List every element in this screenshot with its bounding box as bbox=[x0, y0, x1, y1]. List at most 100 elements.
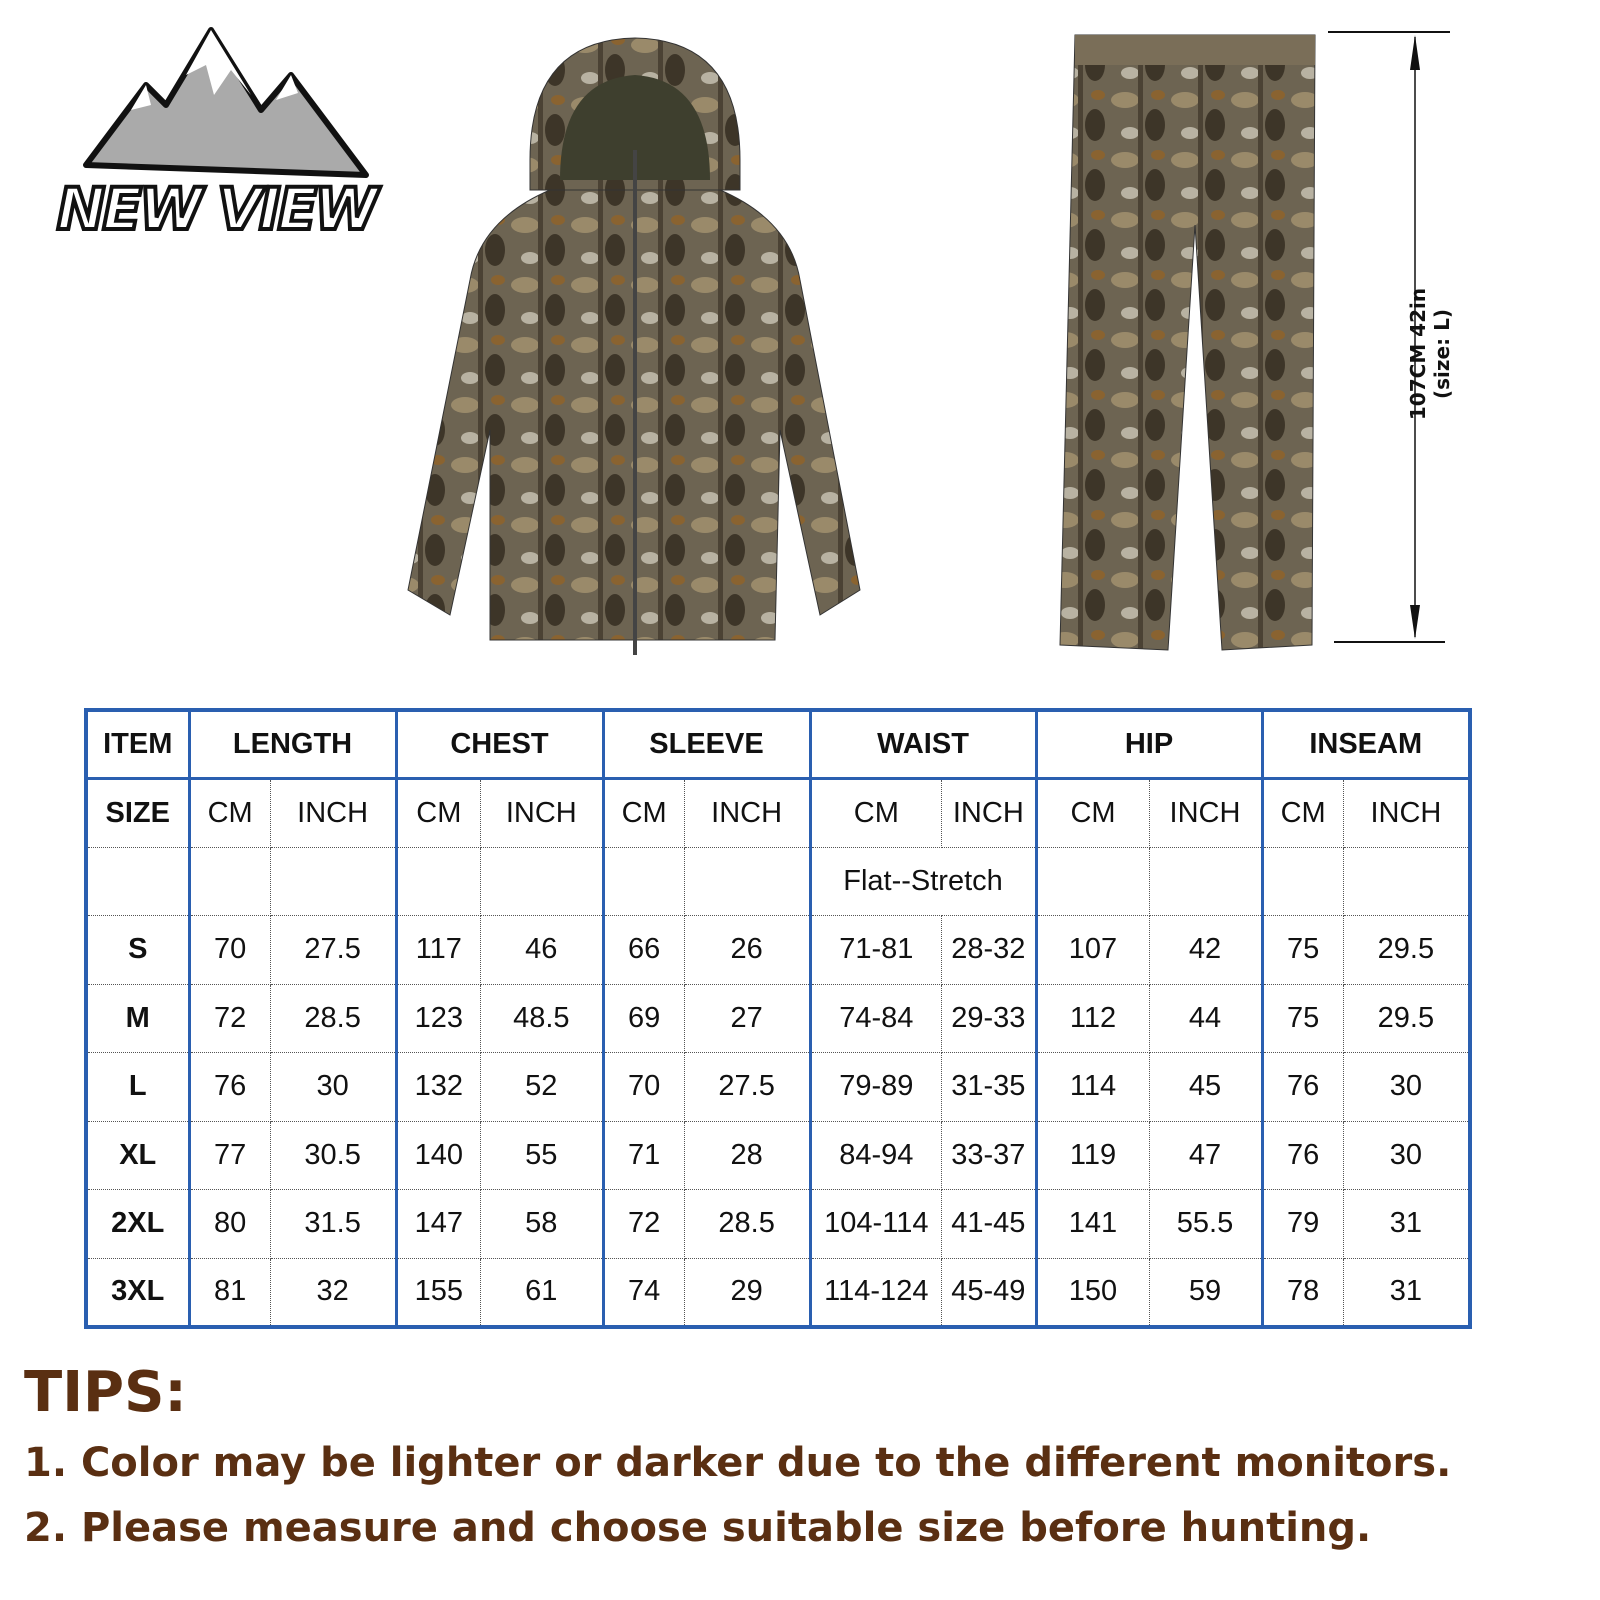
value-cell: 59 bbox=[1148, 1257, 1264, 1327]
value-cell: 140 bbox=[395, 1120, 482, 1190]
size-chart-table: ITEM LENGTH CHEST SLEEVE WAIST HIP INSEA… bbox=[84, 708, 1472, 1329]
value-cell: 28.5 bbox=[683, 1189, 812, 1259]
value-cell: 28-32 bbox=[941, 915, 1038, 985]
size-cell: XL bbox=[85, 1120, 191, 1190]
unit-row: SIZE CM INCH CM INCH CM INCH CM INCH CM INCH CM INC… bbox=[85, 778, 1471, 848]
value-cell: 75 bbox=[1261, 915, 1344, 985]
value-cell: 112 bbox=[1035, 983, 1150, 1053]
value-cell: 27 bbox=[683, 983, 812, 1053]
value-cell: 58 bbox=[480, 1189, 605, 1259]
header-hip: HIP bbox=[1035, 709, 1264, 780]
value-cell: 30.5 bbox=[269, 1120, 398, 1190]
value-cell: 47 bbox=[1148, 1120, 1264, 1190]
value-cell: 76 bbox=[1261, 1052, 1344, 1122]
jacket-image bbox=[407, 37, 861, 655]
header-length: LENGTH bbox=[188, 709, 398, 780]
value-cell: 30 bbox=[1342, 1120, 1471, 1190]
value-cell: 32 bbox=[269, 1257, 398, 1327]
value-cell: 30 bbox=[269, 1052, 398, 1122]
value-cell: 28 bbox=[683, 1120, 812, 1190]
header-sleeve: SLEEVE bbox=[602, 709, 812, 780]
unit-inch: INCH bbox=[1342, 778, 1471, 848]
value-cell: 114 bbox=[1035, 1052, 1150, 1122]
value-cell: 55 bbox=[480, 1120, 605, 1190]
value-cell: 123 bbox=[395, 983, 482, 1053]
unit-inch: INCH bbox=[269, 778, 398, 848]
table-row: S 70 27.5 117 46 66 26 71-81 28-32 107 42 75 29.5 bbox=[85, 915, 1471, 985]
table-row: XL 77 30.5 140 55 71 28 84-94 33-37 119 47 76 30 bbox=[85, 1120, 1471, 1190]
size-label: SIZE bbox=[85, 778, 191, 848]
value-cell: 52 bbox=[480, 1052, 605, 1122]
size-cell: 2XL bbox=[85, 1189, 191, 1259]
table-row: L 76 30 132 52 70 27.5 79-89 31-35 114 45 76 30 bbox=[85, 1052, 1471, 1122]
dimension-arrow bbox=[1328, 31, 1450, 643]
value-cell: 72 bbox=[188, 983, 271, 1053]
value-cell: 66 bbox=[602, 915, 685, 985]
value-cell: 70 bbox=[602, 1052, 685, 1122]
value-cell: 69 bbox=[602, 983, 685, 1053]
value-cell: 29.5 bbox=[1342, 983, 1471, 1053]
tip-2: 2. Please measure and choose suitable si… bbox=[24, 1505, 1372, 1551]
size-cell: 3XL bbox=[85, 1257, 191, 1327]
value-cell: 150 bbox=[1035, 1257, 1150, 1327]
pants-image bbox=[1059, 34, 1316, 651]
value-cell: 31-35 bbox=[941, 1052, 1038, 1122]
value-cell: 30 bbox=[1342, 1052, 1471, 1122]
value-cell: 29.5 bbox=[1342, 915, 1471, 985]
header-waist: WAIST bbox=[809, 709, 1038, 780]
header-row: ITEM LENGTH CHEST SLEEVE WAIST HIP INSEA… bbox=[85, 709, 1472, 780]
value-cell: 147 bbox=[395, 1189, 482, 1259]
value-cell: 27.5 bbox=[269, 915, 398, 985]
unit-inch: INCH bbox=[480, 778, 605, 848]
tip-1: 1. Color may be lighter or darker due to… bbox=[24, 1440, 1452, 1486]
tips-title: TIPS: bbox=[24, 1360, 187, 1425]
value-cell: 80 bbox=[188, 1189, 271, 1259]
value-cell: 81 bbox=[188, 1257, 271, 1327]
value-cell: 48.5 bbox=[480, 983, 605, 1053]
value-cell: 71-81 bbox=[809, 915, 943, 985]
value-cell: 84-94 bbox=[809, 1120, 943, 1190]
value-cell: 77 bbox=[188, 1120, 271, 1190]
value-cell: 41-45 bbox=[941, 1189, 1038, 1259]
value-cell: 132 bbox=[395, 1052, 482, 1122]
header-inseam: INSEAM bbox=[1261, 709, 1472, 780]
value-cell: 45 bbox=[1148, 1052, 1264, 1122]
value-cell: 26 bbox=[683, 915, 812, 985]
value-cell: 44 bbox=[1148, 983, 1264, 1053]
unit-cm: CM bbox=[602, 778, 685, 848]
brand-logo: NEW VIEW bbox=[36, 25, 396, 245]
unit-inch: INCH bbox=[1148, 778, 1264, 848]
note-row: Flat--Stretch bbox=[85, 846, 1471, 916]
value-cell: 76 bbox=[188, 1052, 271, 1122]
value-cell: 33-37 bbox=[941, 1120, 1038, 1190]
value-cell: 55.5 bbox=[1148, 1189, 1264, 1259]
size-cell: S bbox=[85, 915, 191, 985]
value-cell: 74 bbox=[602, 1257, 685, 1327]
value-cell: 71 bbox=[602, 1120, 685, 1190]
value-cell: 61 bbox=[480, 1257, 605, 1327]
value-cell: 31 bbox=[1342, 1257, 1471, 1327]
value-cell: 74-84 bbox=[809, 983, 943, 1053]
value-cell: 117 bbox=[395, 915, 482, 985]
header-item: ITEM bbox=[85, 709, 191, 780]
value-cell: 141 bbox=[1035, 1189, 1150, 1259]
unit-cm: CM bbox=[1261, 778, 1344, 848]
value-cell: 119 bbox=[1035, 1120, 1150, 1190]
unit-cm: CM bbox=[1035, 778, 1150, 848]
value-cell: 46 bbox=[480, 915, 605, 985]
value-cell: 72 bbox=[602, 1189, 685, 1259]
value-cell: 70 bbox=[188, 915, 271, 985]
value-cell: 114-124 bbox=[809, 1257, 943, 1327]
size-cell: L bbox=[85, 1052, 191, 1122]
unit-cm: CM bbox=[188, 778, 271, 848]
unit-inch: INCH bbox=[941, 778, 1038, 848]
table-row: 2XL 80 31.5 147 58 72 28.5 104-114 41-45 141 55.5 7… bbox=[85, 1189, 1471, 1259]
unit-cm: CM bbox=[809, 778, 943, 848]
value-cell: 28.5 bbox=[269, 983, 398, 1053]
header-chest: CHEST bbox=[395, 709, 605, 780]
waist-note: Flat--Stretch bbox=[809, 846, 1038, 916]
value-cell: 104-114 bbox=[809, 1189, 943, 1259]
logo-text: NEW VIEW bbox=[55, 173, 380, 245]
value-cell: 31.5 bbox=[269, 1189, 398, 1259]
value-cell: 75 bbox=[1261, 983, 1344, 1053]
